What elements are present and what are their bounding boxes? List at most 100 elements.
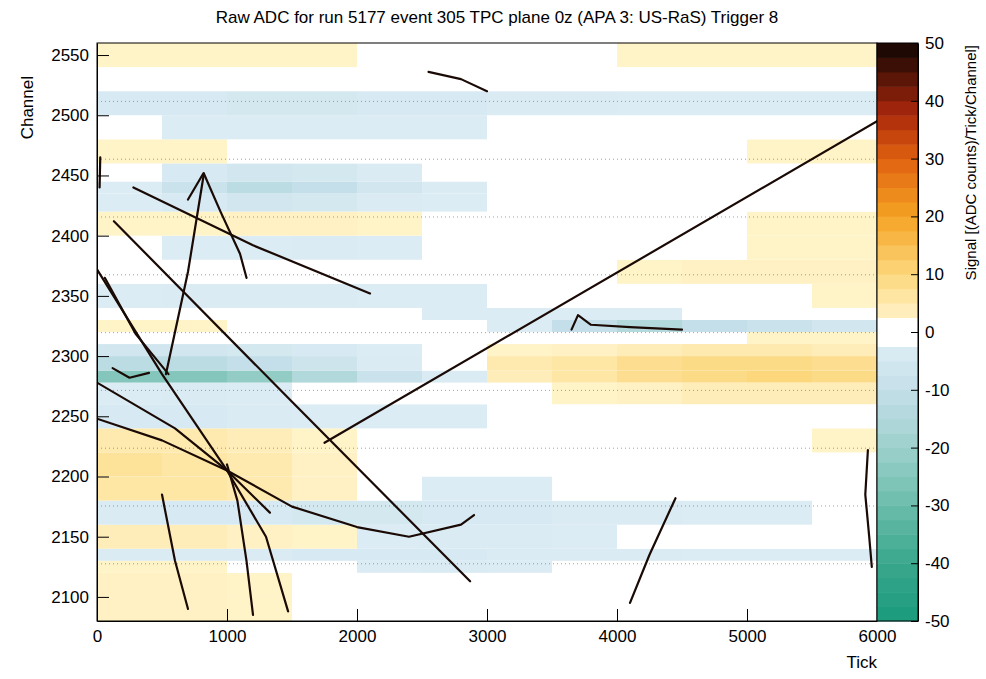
cell — [747, 371, 812, 383]
track — [105, 278, 169, 374]
cell — [422, 428, 487, 452]
track — [325, 121, 878, 443]
cell — [617, 332, 682, 344]
cell — [357, 561, 422, 573]
cell — [812, 573, 877, 597]
cell — [162, 477, 227, 501]
cell — [357, 597, 422, 621]
cell — [97, 236, 162, 260]
colorbar-band — [877, 57, 918, 72]
cell — [422, 43, 487, 67]
cell — [617, 67, 682, 91]
cell — [292, 212, 357, 236]
cell — [162, 163, 227, 181]
tick: 30 — [911, 150, 944, 169]
tick-label: 2450 — [51, 166, 89, 185]
cell — [227, 525, 292, 549]
cell — [812, 561, 877, 573]
cell — [227, 139, 292, 163]
cell — [97, 91, 162, 115]
tick: 2250 — [51, 407, 109, 426]
track — [113, 368, 149, 378]
cell — [97, 67, 162, 91]
cell — [552, 236, 617, 260]
cell — [812, 383, 877, 405]
channel-boundary — [97, 217, 877, 218]
cell — [682, 501, 747, 525]
cell — [227, 115, 292, 139]
colorbar-band — [877, 592, 918, 607]
cell — [682, 356, 747, 370]
cell — [357, 194, 422, 212]
tick: 2200 — [51, 467, 109, 486]
track — [865, 450, 872, 567]
cell — [617, 308, 682, 320]
colorbar-band — [877, 274, 918, 289]
cell — [682, 67, 747, 91]
cell — [162, 549, 227, 561]
colorbar-band — [877, 86, 918, 101]
tick: 1000 — [209, 609, 247, 646]
tick: -20 — [911, 439, 950, 458]
colorbar-band — [877, 505, 918, 520]
cell — [292, 43, 357, 67]
cell — [682, 549, 747, 561]
cell — [357, 549, 422, 561]
cell — [812, 139, 877, 163]
cell — [487, 371, 552, 383]
title: Raw ADC for run 5177 event 305 TPC plane… — [216, 8, 779, 27]
cell — [162, 115, 227, 139]
cell — [227, 320, 292, 332]
tick-mark — [97, 477, 109, 478]
cell — [97, 501, 162, 525]
tick: 3000 — [469, 609, 507, 646]
cell — [552, 501, 617, 525]
tick: 2450 — [51, 166, 109, 185]
cell — [292, 139, 357, 163]
cell — [487, 344, 552, 356]
cell — [357, 115, 422, 139]
channel-boundaries — [97, 101, 877, 563]
cell — [487, 597, 552, 621]
cell — [422, 452, 487, 476]
colorbar-band — [877, 563, 918, 578]
tick: 2100 — [51, 588, 109, 607]
tick-label: 1000 — [209, 627, 247, 646]
tick-mark — [97, 115, 109, 116]
cell — [617, 139, 682, 163]
colorbar — [877, 43, 918, 622]
cell — [227, 43, 292, 67]
tick: -40 — [911, 554, 950, 573]
tick-label: 2000 — [339, 627, 377, 646]
colorbar-band — [877, 520, 918, 535]
tick: 10 — [911, 265, 944, 284]
cell — [292, 371, 357, 383]
cell — [487, 525, 552, 549]
tick-label: 0 — [925, 323, 934, 342]
cell — [292, 181, 357, 193]
cell — [682, 452, 747, 476]
cell — [682, 371, 747, 383]
plot-area — [97, 43, 877, 621]
cell — [812, 67, 877, 91]
cell — [747, 43, 812, 67]
cell — [487, 452, 552, 476]
cell — [812, 371, 877, 383]
tick: 0 — [911, 323, 934, 342]
tick-mark — [487, 609, 488, 621]
tick-label: 2500 — [51, 106, 89, 125]
tick: 50 — [911, 34, 944, 53]
cell — [227, 67, 292, 91]
colorbar-band — [877, 130, 918, 145]
cell — [292, 115, 357, 139]
cell — [487, 212, 552, 236]
cell — [747, 597, 812, 621]
cell — [162, 139, 227, 163]
cell — [292, 67, 357, 91]
colorbar-band — [877, 159, 918, 174]
cell — [292, 573, 357, 597]
cell — [682, 428, 747, 452]
cell — [812, 332, 877, 344]
channel-boundary — [97, 506, 877, 507]
colorbar-band — [877, 303, 918, 318]
